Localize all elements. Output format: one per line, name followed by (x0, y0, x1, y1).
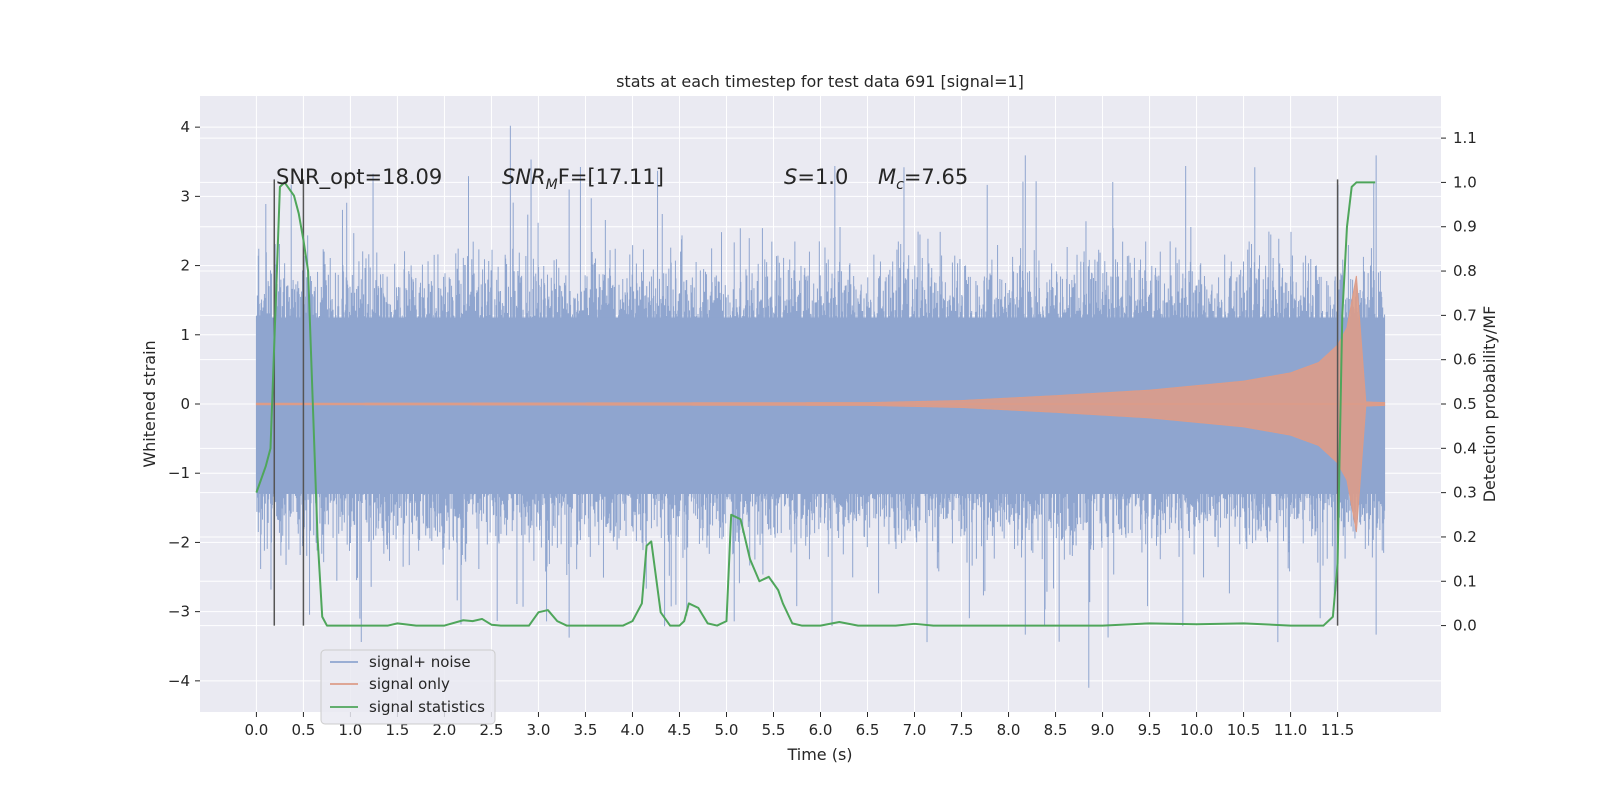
x-tick-label: 4.5 (668, 721, 692, 739)
x-tick-label: 0.0 (244, 721, 268, 739)
x-axis-label: Time (s) (786, 745, 852, 764)
x-tick-label: 9.5 (1138, 721, 1162, 739)
y-right-axis-label: Detection probability/MF (1480, 306, 1499, 503)
x-tick-label: 10.5 (1227, 721, 1260, 739)
legend-box (320, 649, 496, 725)
x-tick-label: 1.5 (386, 721, 410, 739)
x-tick-label: 8.5 (1044, 721, 1068, 739)
x-tick-label: 6.0 (809, 721, 833, 739)
y-left-tick-label: −1 (168, 464, 190, 482)
y-right-tick-labels: 1.1 1.0 0.9 0.8 0.7 0.6 0.5 0.4 0.3 0.2 0.1 0.0 (1441, 129, 1477, 635)
x-tick-label: 4.0 (621, 721, 645, 739)
x-tick-label: 2.0 (433, 721, 457, 739)
y-left-tick-label: −3 (168, 603, 190, 621)
y-left-tick-label: 3 (180, 187, 190, 205)
y-right-tick-label: 0.5 (1453, 395, 1477, 413)
legend: signal+ noise signal only signal statist… (320, 649, 496, 725)
x-tick-label: 10.0 (1180, 721, 1213, 739)
chart-title: stats at each timestep for test data 691… (616, 72, 1024, 91)
x-tick-label: 6.5 (856, 721, 880, 739)
y-right-tick-label: 0.6 (1453, 351, 1477, 369)
legend-label-signal-statistics: signal statistics (369, 698, 485, 716)
y-right-tick-label: 0.9 (1453, 218, 1477, 236)
y-right-tick-label: 0.0 (1453, 617, 1477, 635)
x-tick-label: 5.0 (715, 721, 739, 739)
x-tick-labels: 0.0 0.5 1.0 1.5 2.0 2.5 3.0 3.5 4.0 4.5 5.0 5.5 6.0 6… (244, 712, 1354, 739)
x-tick-label: 5.5 (762, 721, 786, 739)
y-right-tick-label: 0.1 (1453, 572, 1477, 590)
y-right-tick-label: 0.7 (1453, 306, 1477, 324)
y-right-tick-label: 0.8 (1453, 262, 1477, 280)
signal-only-series (255, 275, 1386, 533)
y-left-tick-label: 0 (180, 395, 190, 413)
y-right-tick-label: 0.2 (1453, 528, 1477, 546)
x-tick-label: 2.5 (480, 721, 504, 739)
y-left-tick-label: 2 (180, 257, 190, 275)
y-right-tick-label: 0.4 (1453, 439, 1477, 457)
y-left-tick-label: 4 (180, 118, 190, 136)
signal-statistics-line (255, 181, 1376, 627)
x-tick-label: 11.5 (1321, 721, 1354, 739)
x-tick-label: 9.0 (1091, 721, 1115, 739)
x-tick-label: 11.0 (1274, 721, 1307, 739)
y-right-tick-label: 1.0 (1453, 173, 1477, 191)
y-left-tick-label: −2 (168, 533, 190, 551)
annotation-s: S=1.0 (784, 165, 848, 189)
y-left-tick-label: 1 (180, 326, 190, 344)
annotation-snr-opt: SNR_opt=18.09 (276, 165, 442, 190)
x-tick-label: 7.5 (950, 721, 974, 739)
x-tick-label: 0.5 (291, 721, 315, 739)
legend-label-signal-only: signal only (369, 675, 450, 693)
y-right-tick-label: 1.1 (1453, 129, 1477, 147)
signal-statistics-series (255, 181, 1376, 627)
x-tick-label: 1.0 (338, 721, 362, 739)
x-tick-label: 7.0 (903, 721, 927, 739)
x-tick-label: 3.5 (574, 721, 598, 739)
annotation-mc: Mc=7.65 (878, 165, 968, 193)
legend-label-signal-noise: signal+ noise (369, 653, 471, 671)
x-tick-label: 3.0 (527, 721, 551, 739)
y-left-tick-label: −4 (168, 672, 190, 690)
y-left-tick-labels: 4 3 2 1 0 −1 −2 −3 −4 (168, 118, 200, 690)
x-tick-label: 8.0 (997, 721, 1021, 739)
y-left-axis-label: Whitened strain (140, 340, 159, 467)
annotation-snr-mf: SNRMF=[17.11] (502, 165, 664, 193)
y-right-tick-label: 0.3 (1453, 484, 1477, 502)
